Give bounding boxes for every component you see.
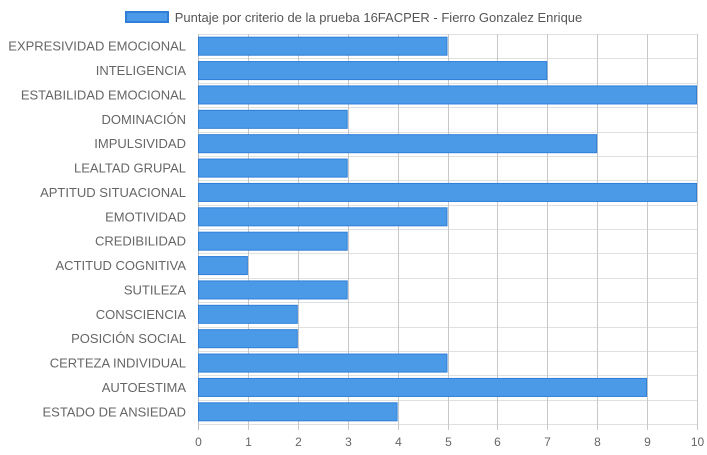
y-tick-label: EMOTIVIDAD xyxy=(105,209,186,224)
bar xyxy=(198,231,348,251)
bar xyxy=(198,36,448,56)
bar xyxy=(198,207,448,227)
bar xyxy=(198,353,448,373)
y-tick-label: ACTITUD COGNITIVA xyxy=(56,258,187,273)
x-tick-label: 1 xyxy=(245,435,252,449)
y-tick-label: INTELIGENCIA xyxy=(96,63,187,78)
bar xyxy=(198,402,398,422)
bar xyxy=(198,182,697,202)
legend-swatch xyxy=(124,11,169,23)
y-tick-label: IMPULSIVIDAD xyxy=(94,136,186,151)
bar xyxy=(198,134,598,154)
x-tick-label: 9 xyxy=(644,435,651,449)
x-tick-label: 6 xyxy=(494,435,501,449)
x-tick-label: 10 xyxy=(691,435,705,449)
y-tick-label: AUTOESTIMA xyxy=(102,380,187,395)
y-tick-label: CONSCIENCIA xyxy=(96,307,187,322)
bar xyxy=(198,304,298,324)
y-tick-label: SUTILEZA xyxy=(124,282,186,297)
bar xyxy=(198,85,697,105)
legend-label: Puntaje por criterio de la prueba 16FACP… xyxy=(174,9,583,25)
x-tick-label: 0 xyxy=(195,435,202,449)
bar xyxy=(198,377,648,397)
x-tick-label: 5 xyxy=(445,435,452,449)
y-tick-label: LEALTAD GRUPAL xyxy=(74,161,186,176)
y-tick-label: DOMINACIÓN xyxy=(102,112,187,127)
y-tick-label: POSICIÓN SOCIAL xyxy=(71,331,186,346)
y-tick-label: CREDIBILIDAD xyxy=(95,234,186,249)
y-tick-label: CERTEZA INDIVIDUAL xyxy=(50,356,186,371)
bar xyxy=(198,256,248,276)
bar xyxy=(198,109,348,129)
bar xyxy=(198,280,348,300)
x-tick-label: 7 xyxy=(544,435,551,449)
y-tick-label: APTITUD SITUACIONAL xyxy=(40,185,186,200)
chart-legend[interactable]: Puntaje por criterio de la prueba 16FACP… xyxy=(0,6,707,28)
x-tick-label: 2 xyxy=(295,435,302,449)
y-tick-label: ESTADO DE ANSIEDAD xyxy=(42,404,186,419)
y-tick-label: EXPRESIVIDAD EMOCIONAL xyxy=(8,39,186,54)
x-tick-label: 8 xyxy=(594,435,601,449)
x-tick-label: 4 xyxy=(395,435,402,449)
x-tick-label: 3 xyxy=(345,435,352,449)
bar xyxy=(198,61,548,81)
y-tick-label: ESTABILIDAD EMOCIONAL xyxy=(21,87,186,102)
bar xyxy=(198,158,348,178)
bar xyxy=(198,329,298,349)
